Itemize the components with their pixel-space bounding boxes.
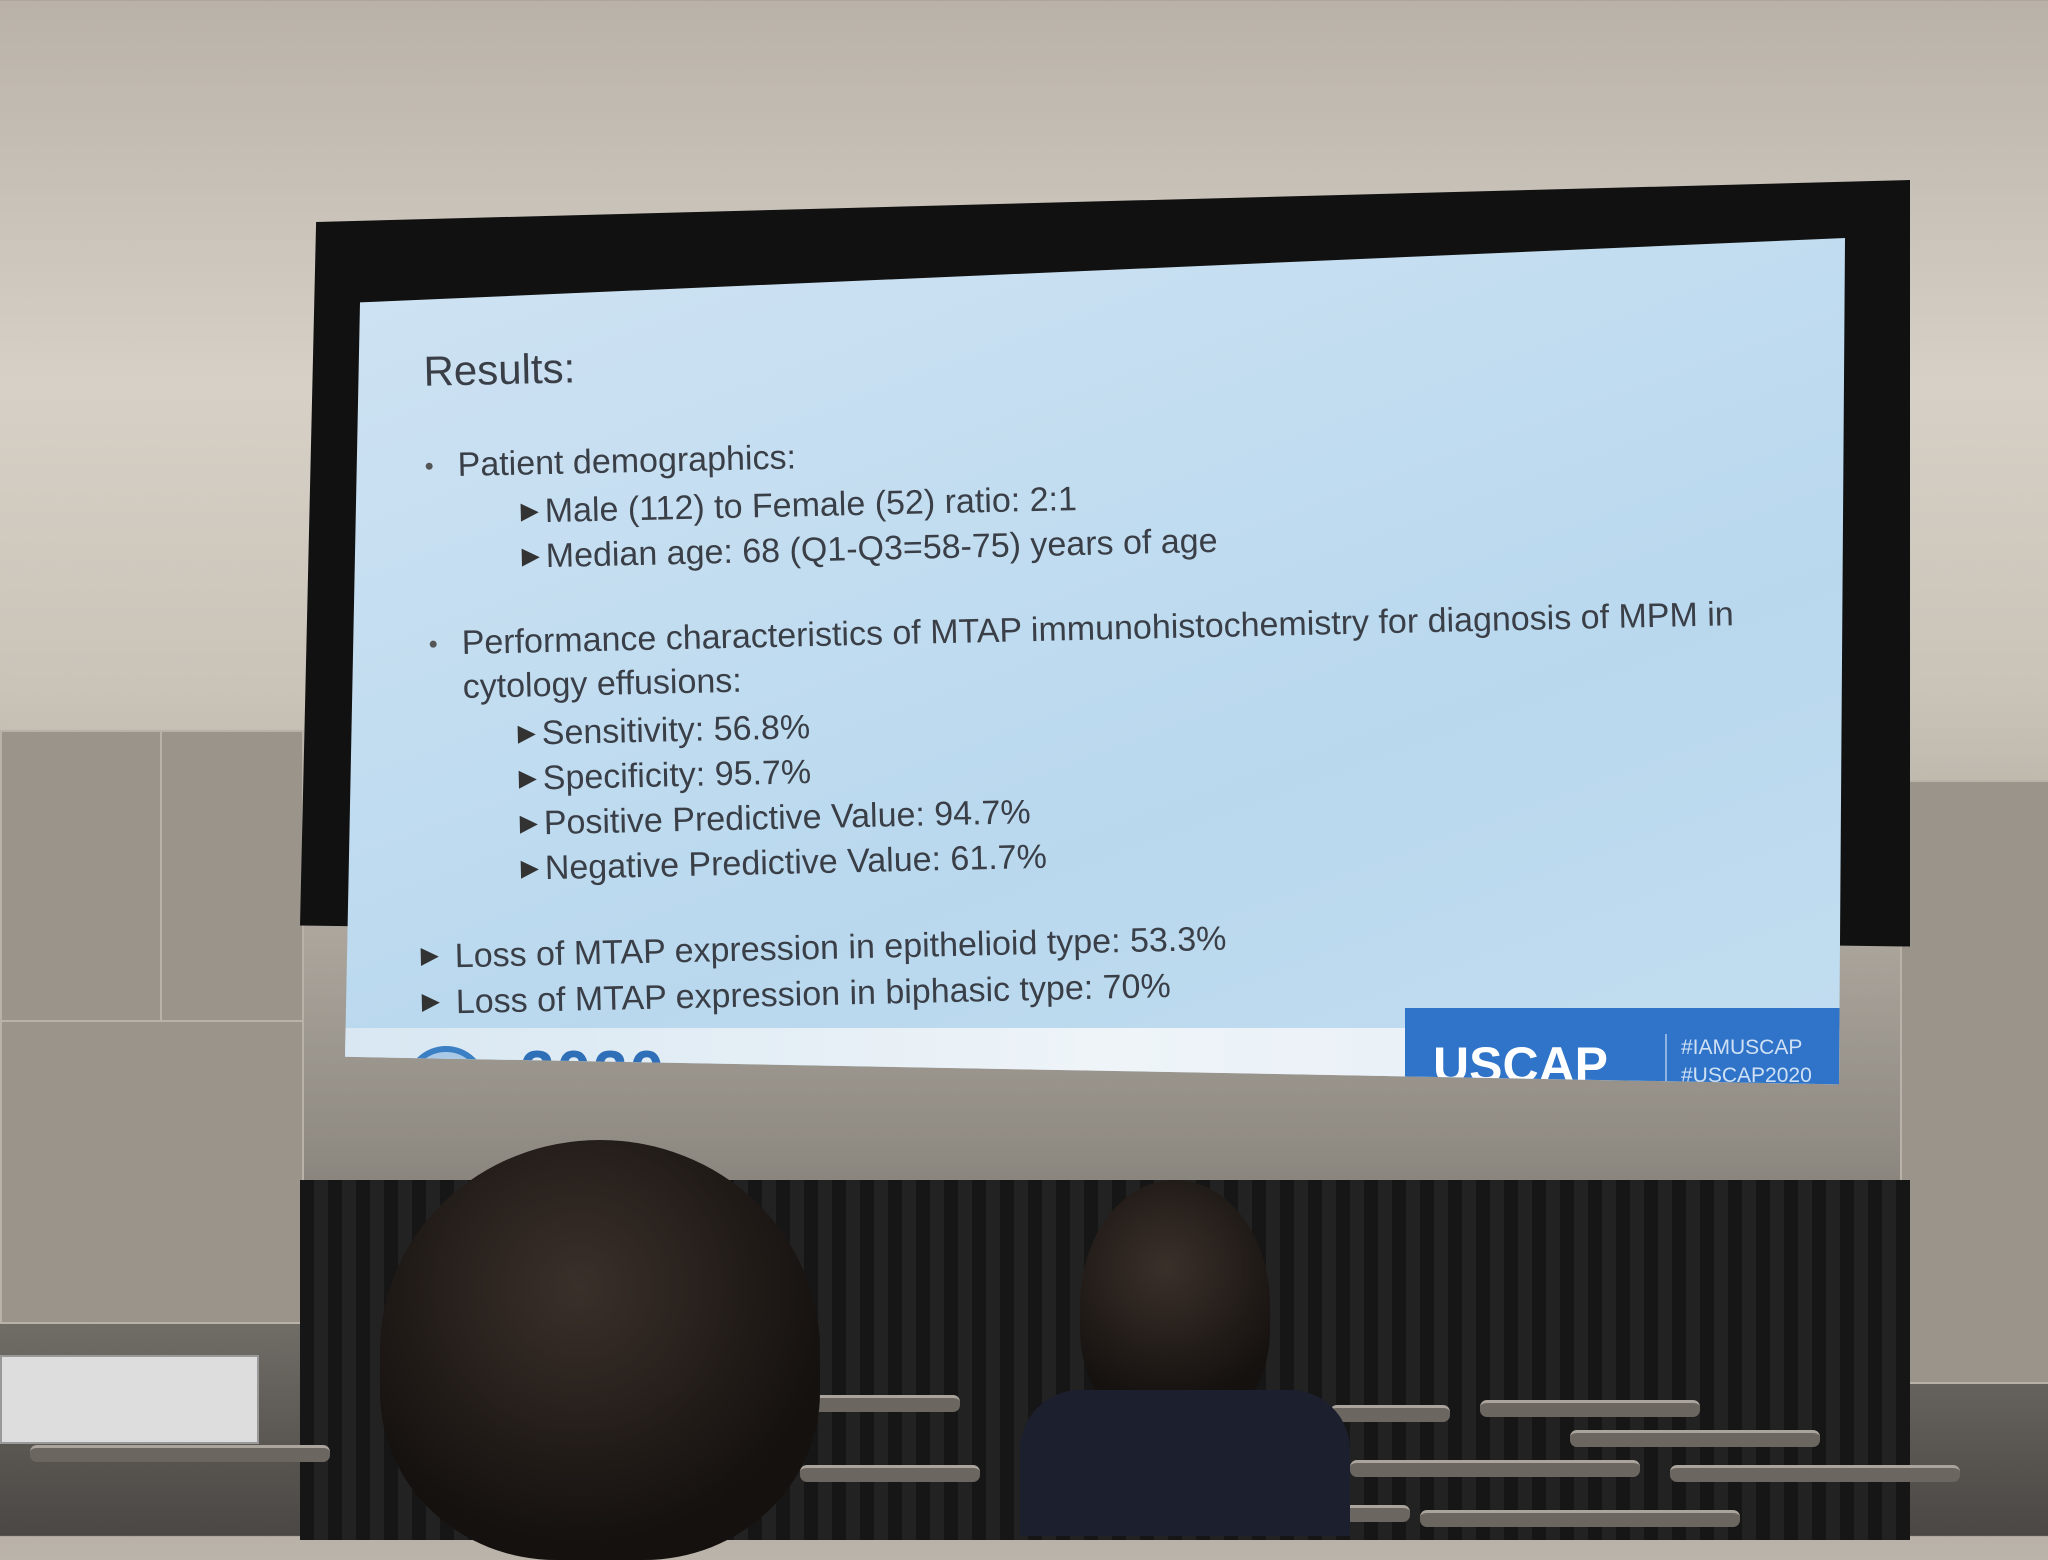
bullet-dot bbox=[425, 462, 433, 470]
audience-head bbox=[1080, 1180, 1270, 1430]
logo-year: 2020 bbox=[520, 1039, 666, 1108]
chair bbox=[1570, 1430, 1820, 1447]
logo-tagline: EYES ON YOU bbox=[523, 1100, 688, 1127]
brand-box: USCAP #IAMUSCAP #USCAP2020 bbox=[1405, 1008, 1845, 1093]
projector bbox=[0, 1355, 259, 1444]
logo-eye bbox=[405, 1046, 487, 1085]
wall-panel bbox=[160, 730, 304, 1024]
brand: USCAP bbox=[1433, 1037, 1609, 1093]
chair bbox=[1350, 1460, 1640, 1477]
slide: Results: Patient demographics: Male (112… bbox=[345, 238, 1845, 1127]
chair bbox=[30, 1445, 330, 1462]
audience-body bbox=[1020, 1390, 1350, 1536]
arrow bbox=[520, 860, 540, 879]
hashtag: #USCAP2020 bbox=[1681, 1064, 1812, 1087]
bullet-dot bbox=[429, 640, 437, 648]
audience-head bbox=[380, 1140, 820, 1560]
arrow bbox=[421, 993, 441, 1013]
chair bbox=[800, 1395, 960, 1412]
bullet-text: Patient demographics: bbox=[457, 438, 797, 485]
arrow bbox=[519, 815, 539, 834]
wall-panel bbox=[0, 1020, 304, 1324]
arrow bbox=[517, 725, 537, 744]
item-text: Sensitivity: 56.8% bbox=[541, 708, 811, 753]
wall-panel bbox=[0, 730, 164, 1024]
bullet-group: Performance characteristics of MTAP immu… bbox=[421, 591, 1807, 894]
hashtags: #IAMUSCAP #USCAP2020 bbox=[1665, 1034, 1812, 1087]
arrow bbox=[518, 770, 538, 789]
chair bbox=[1330, 1405, 1450, 1422]
item-text: Specificity: 95.7% bbox=[542, 753, 812, 798]
chair bbox=[800, 1465, 980, 1482]
chair bbox=[1420, 1510, 1740, 1527]
item-text: Positive Predictive Value: 94.7% bbox=[543, 793, 1032, 843]
slide-content: Results: Patient demographics: Male (112… bbox=[415, 317, 1810, 1026]
slide-title: Results: bbox=[422, 344, 576, 395]
wall-panel bbox=[1900, 780, 2048, 1384]
bullet-group: Patient demographics: Male (112) to Fema… bbox=[417, 413, 1800, 582]
item-text: Male (112) to Female (52) ratio: 2:1 bbox=[544, 480, 1078, 531]
chair bbox=[1670, 1465, 1960, 1482]
hashtag: #IAMUSCAP bbox=[1681, 1036, 1803, 1059]
arrow bbox=[520, 503, 539, 522]
arrow bbox=[420, 947, 440, 967]
arrow bbox=[521, 548, 540, 567]
chair bbox=[1480, 1400, 1700, 1417]
item-text: Negative Predictive Value: 61.7% bbox=[544, 837, 1048, 888]
